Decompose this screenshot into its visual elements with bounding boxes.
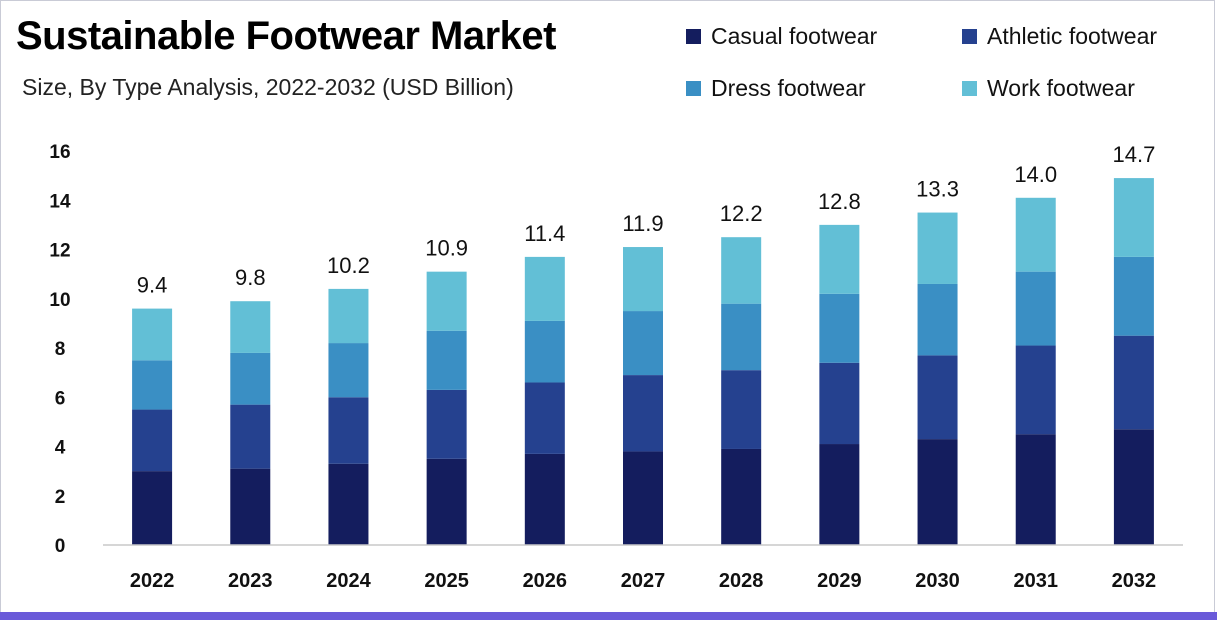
total-data-label: 13.3 [916,177,959,202]
chart-subtitle: Size, By Type Analysis, 2022-2032 (USD B… [22,74,514,100]
bar-segment [721,370,762,449]
bar-segment [623,451,663,545]
bar-segment [1015,197,1056,272]
x-tick-label: 2024 [326,570,371,592]
bar-segment [524,320,565,383]
y-tick-label: 12 [49,241,70,262]
bar-segment [1015,345,1056,435]
bar-segment [524,382,565,454]
x-tick-label: 2026 [523,570,568,592]
total-data-label: 11.9 [622,211,663,236]
bar-segment [721,237,762,304]
bar-segment [1113,335,1154,430]
legend-swatch-athletic [962,29,977,44]
bar-segment [524,453,565,545]
bar-segment [230,301,271,353]
bar-segment [426,389,467,459]
bar-segment [1113,429,1154,545]
bar-segment [1015,434,1056,545]
x-tick-label: 2028 [719,570,764,592]
total-data-label: 11.4 [524,221,565,246]
bar-segment [917,439,958,545]
bar-segment [819,293,860,363]
legend-label-casual: Casual footwear [711,23,878,49]
bar-segment [230,352,271,405]
bar-segment [721,448,762,545]
total-data-label: 10.2 [327,253,370,278]
bar-segment [524,256,565,321]
x-tick-label: 2030 [915,570,960,592]
bar-segment [426,271,467,331]
total-data-label: 12.8 [818,189,861,214]
x-tick-label: 2031 [1013,570,1058,592]
bar-segment [426,330,467,390]
y-tick-label: 16 [49,142,70,163]
bar-segment [132,409,173,472]
bar-segment [132,471,173,545]
bar-segment [1113,256,1154,336]
bar-segment [623,247,663,312]
x-tick-label: 2032 [1112,570,1157,592]
x-tick-label: 2027 [621,570,666,592]
legend-swatch-dress [686,81,701,96]
bar-segment [230,468,271,545]
total-data-label: 10.9 [425,236,468,261]
total-data-label: 12.2 [720,201,763,226]
bar-segment [917,212,958,284]
x-tick-label: 2025 [424,570,469,592]
chart-title: Sustainable Footwear Market [16,14,556,58]
y-tick-label: 4 [55,438,66,459]
bar-segment [721,303,762,371]
y-tick-label: 8 [55,339,66,360]
legend-label-dress: Dress footwear [711,75,866,101]
y-tick-label: 14 [49,191,71,212]
x-tick-label: 2029 [817,570,862,592]
bar-segment [230,404,271,469]
legend-swatch-casual [686,29,701,44]
total-data-label: 14.0 [1014,162,1057,187]
y-tick-label: 2 [55,487,66,508]
y-tick-label: 6 [55,388,66,409]
bar-segment [917,283,958,356]
bar-segment [328,463,369,545]
bar-segment [328,397,369,464]
total-data-label: 9.4 [137,273,168,298]
bar-segment [819,224,860,294]
bar-segment [132,360,173,410]
y-tick-label: 0 [55,536,66,557]
x-tick-label: 2023 [228,570,273,592]
total-data-label: 9.8 [235,265,266,290]
bar-segment [917,355,958,440]
legend-label-athletic: Athletic footwear [987,23,1158,49]
legend-item-casual: Casual footwear [686,23,877,50]
bar-segment [623,311,663,376]
total-data-label: 14.7 [1112,142,1155,167]
bar-segment [1015,271,1056,346]
y-tick-label: 10 [49,290,70,311]
bar-segment [132,308,173,361]
legend-swatch-work [962,81,977,96]
legend-item-athletic: Athletic footwear [962,23,1157,50]
bar-segment [328,343,369,398]
bar-segment [426,458,467,545]
bar-segment [328,288,369,344]
bar-segment [1113,178,1154,257]
legend-item-dress: Dress footwear [686,75,866,102]
legend-label-work: Work footwear [987,75,1135,101]
bottom-accent-bar [0,612,1217,620]
bar-segment [819,444,860,545]
bar-segment [819,362,860,445]
legend-item-work: Work footwear [962,75,1135,102]
bar-segment [623,375,663,452]
x-tick-label: 2022 [130,570,175,592]
